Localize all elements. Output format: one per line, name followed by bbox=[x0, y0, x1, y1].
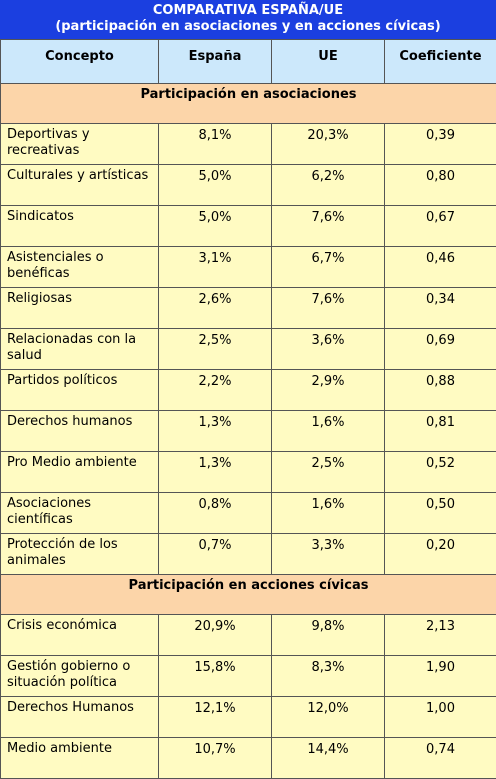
cell-ue: 2,9% bbox=[272, 370, 385, 411]
comparison-table: Concepto España UE Coeficiente Participa… bbox=[0, 39, 496, 779]
header-row: Concepto España UE Coeficiente bbox=[1, 40, 496, 84]
section-label: Participación en asociaciones bbox=[1, 84, 496, 124]
cell-ue: 14,4% bbox=[272, 738, 385, 779]
cell-concepto: Deportivas y recreativas bbox=[1, 124, 159, 165]
cell-coeficiente: 0,50 bbox=[385, 493, 496, 534]
cell-ue: 6,7% bbox=[272, 247, 385, 288]
cell-ue: 3,3% bbox=[272, 534, 385, 575]
cell-coeficiente: 0,52 bbox=[385, 452, 496, 493]
cell-espana: 2,2% bbox=[159, 370, 272, 411]
cell-ue: 6,2% bbox=[272, 165, 385, 206]
cell-espana: 1,3% bbox=[159, 452, 272, 493]
section-header-row: Participación en asociaciones bbox=[1, 84, 496, 124]
cell-espana: 0,8% bbox=[159, 493, 272, 534]
cell-concepto: Pro Medio ambiente bbox=[1, 452, 159, 493]
cell-ue: 20,3% bbox=[272, 124, 385, 165]
section-header-row: Participación en acciones cívicas bbox=[1, 575, 496, 615]
cell-ue: 3,6% bbox=[272, 329, 385, 370]
cell-espana: 5,0% bbox=[159, 206, 272, 247]
cell-concepto: Medio ambiente bbox=[1, 738, 159, 779]
cell-concepto: Derechos humanos bbox=[1, 411, 159, 452]
cell-ue: 2,5% bbox=[272, 452, 385, 493]
cell-espana: 10,7% bbox=[159, 738, 272, 779]
cell-concepto: Crisis económica bbox=[1, 615, 159, 656]
cell-concepto: Protección de los animales bbox=[1, 534, 159, 575]
comparison-page: COMPARATIVA ESPAÑA/UE (participación en … bbox=[0, 0, 496, 703]
cell-espana: 3,1% bbox=[159, 247, 272, 288]
cell-ue: 7,6% bbox=[272, 206, 385, 247]
cell-espana: 0,7% bbox=[159, 534, 272, 575]
header-coeficiente: Coeficiente bbox=[385, 40, 496, 84]
cell-espana: 15,8% bbox=[159, 656, 272, 697]
cell-espana: 2,5% bbox=[159, 329, 272, 370]
cell-ue: 8,3% bbox=[272, 656, 385, 697]
cell-coeficiente: 0,20 bbox=[385, 534, 496, 575]
cell-concepto: Sindicatos bbox=[1, 206, 159, 247]
title-line-2: (participación en asociaciones y en acci… bbox=[0, 19, 496, 35]
cell-concepto: Partidos políticos bbox=[1, 370, 159, 411]
cell-coeficiente: 1,90 bbox=[385, 656, 496, 697]
cell-concepto: Asociaciones científicas bbox=[1, 493, 159, 534]
cell-ue: 7,6% bbox=[272, 288, 385, 329]
header-concepto: Concepto bbox=[1, 40, 159, 84]
cell-ue: 1,6% bbox=[272, 411, 385, 452]
cell-espana: 5,0% bbox=[159, 165, 272, 206]
cell-concepto: Religiosas bbox=[1, 288, 159, 329]
cell-espana: 20,9% bbox=[159, 615, 272, 656]
cell-coeficiente: 0,34 bbox=[385, 288, 496, 329]
cell-espana: 2,6% bbox=[159, 288, 272, 329]
header-ue: UE bbox=[272, 40, 385, 84]
cell-coeficiente: 0,74 bbox=[385, 738, 496, 779]
cell-coeficiente: 0,67 bbox=[385, 206, 496, 247]
cell-concepto: Gestión gobierno o situación política bbox=[1, 656, 159, 697]
cell-coeficiente: 0,88 bbox=[385, 370, 496, 411]
cell-coeficiente: 0,80 bbox=[385, 165, 496, 206]
header-espana: España bbox=[159, 40, 272, 84]
cell-concepto: Relacionadas con la salud bbox=[1, 329, 159, 370]
cell-ue: 1,6% bbox=[272, 493, 385, 534]
cell-espana: 1,3% bbox=[159, 411, 272, 452]
cell-coeficiente: 0,39 bbox=[385, 124, 496, 165]
cell-coeficiente: 0,69 bbox=[385, 329, 496, 370]
cell-espana: 8,1% bbox=[159, 124, 272, 165]
cell-coeficiente: 2,13 bbox=[385, 615, 496, 656]
cell-ue: 9,8% bbox=[272, 615, 385, 656]
table-title: COMPARATIVA ESPAÑA/UE (participación en … bbox=[0, 0, 496, 39]
cell-concepto: Culturales y artísticas bbox=[1, 165, 159, 206]
cell-coeficiente: 0,81 bbox=[385, 411, 496, 452]
title-line-1: COMPARATIVA ESPAÑA/UE bbox=[0, 3, 496, 19]
section-label: Participación en acciones cívicas bbox=[1, 575, 496, 615]
cell-coeficiente: 0,46 bbox=[385, 247, 496, 288]
cell-concepto: Asistenciales o benéficas bbox=[1, 247, 159, 288]
